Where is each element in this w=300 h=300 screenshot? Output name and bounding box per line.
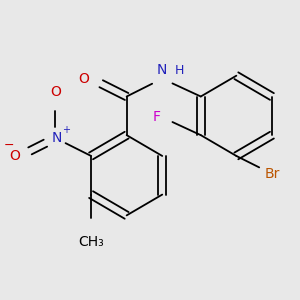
Text: H: H: [175, 64, 184, 77]
Text: O: O: [79, 72, 90, 86]
Text: O: O: [9, 149, 20, 163]
Text: N: N: [157, 63, 167, 77]
Text: −: −: [4, 139, 15, 152]
Text: O: O: [50, 85, 61, 100]
Text: +: +: [62, 124, 70, 134]
Text: F: F: [153, 110, 161, 124]
Text: N: N: [52, 131, 62, 145]
Text: Br: Br: [264, 167, 280, 181]
Text: CH₃: CH₃: [78, 235, 104, 249]
